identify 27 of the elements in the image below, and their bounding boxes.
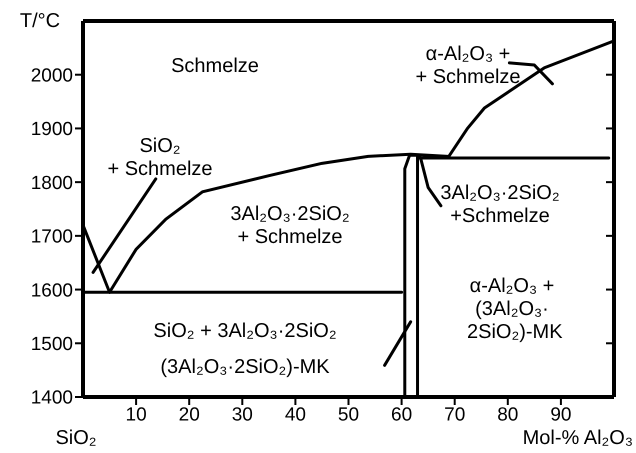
y-axis-title: T/°C xyxy=(20,10,60,32)
annotation: α-Al₂O₃ + + Schmelze xyxy=(415,43,521,88)
x-tick-label: 20 xyxy=(178,404,200,426)
x-axis-title: Mol-% Al₂O₃ xyxy=(522,427,633,449)
x-tick-label: 50 xyxy=(338,404,360,426)
y-tick-label: 1600 xyxy=(30,280,73,302)
x-tick-label: 10 xyxy=(126,404,147,426)
y-tick-label: 1800 xyxy=(30,172,73,194)
x-tick-label: 40 xyxy=(284,404,306,426)
x-tick-label: 80 xyxy=(497,404,518,426)
y-tick-label: 1700 xyxy=(30,226,73,248)
annotation: (3Al₂O₃·2SiO₂)-MK xyxy=(160,356,330,378)
annotation: α-Al₂O₃ + (3Al₂O₃· 2SiO₂)-MK xyxy=(461,275,564,343)
y-tick-label: 2000 xyxy=(30,65,73,86)
annotation: SiO₂ + 3Al₂O₃·2SiO₂ xyxy=(153,320,337,342)
annotation: Schmelze xyxy=(171,55,259,77)
x-tick-label: 30 xyxy=(232,404,253,426)
annotation: SiO₂ + Schmelze xyxy=(107,135,213,180)
x-tick-label: 70 xyxy=(444,404,466,426)
y-tick-label: 1400 xyxy=(30,388,73,409)
annotation: 3Al₂O₃·2SiO₂ + Schmelze xyxy=(230,203,350,248)
annotation: 3Al₂O₃·2SiO₂ +Schmelze xyxy=(440,182,560,227)
y-tick-label: 1500 xyxy=(30,334,73,356)
y-tick-label: 1900 xyxy=(30,119,73,140)
x-tick-label: 60 xyxy=(391,404,412,426)
text: SiO₂ xyxy=(55,427,97,449)
x-tick-label: 90 xyxy=(550,404,572,426)
